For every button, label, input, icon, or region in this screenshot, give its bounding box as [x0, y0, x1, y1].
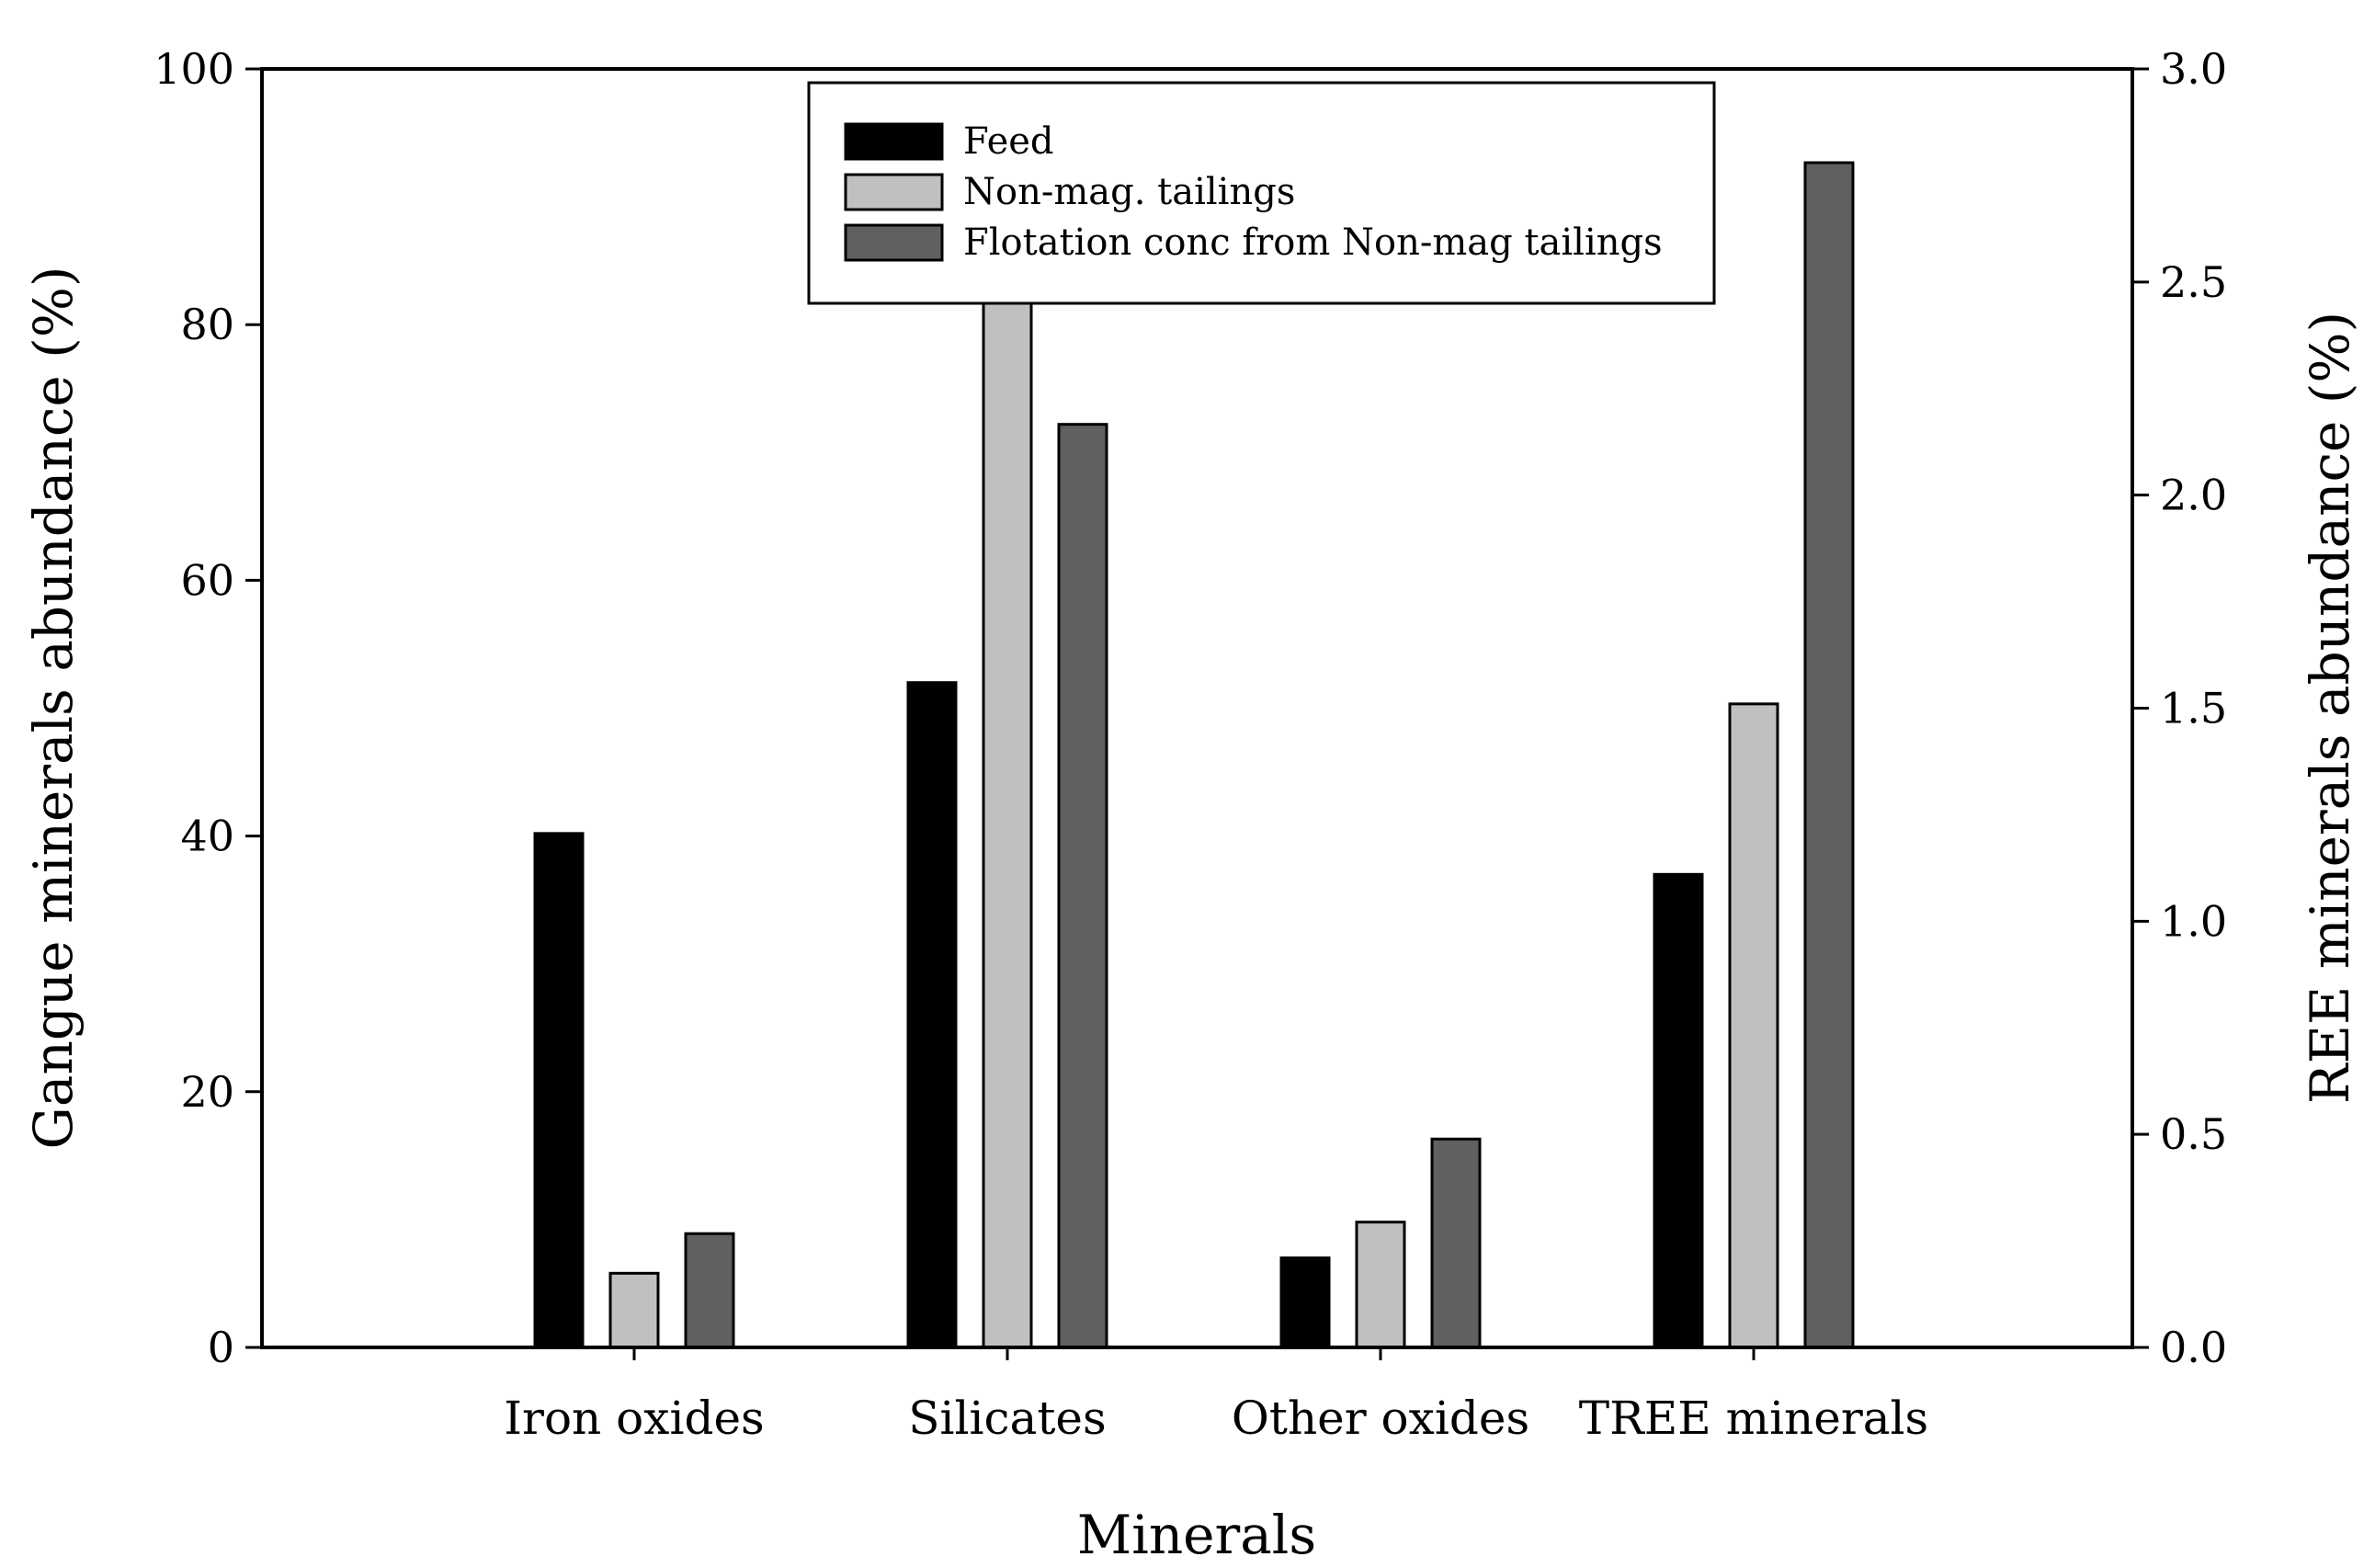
y2-tick-label: 2.0 [2160, 471, 2227, 520]
x-tick-label: TREE minerals [1579, 1392, 1928, 1445]
y-tick-label: 40 [180, 812, 234, 861]
y2-tick-label: 1.0 [2160, 896, 2227, 946]
y-tick-label: 60 [180, 555, 234, 605]
legend-label-series-3: Flotation conc from Non-mag tailings [963, 222, 1663, 264]
y2-axis-ticks: 0.0 0.5 1.0 1.5 2.0 2.5 3.0 [2132, 44, 2227, 1372]
y-tick-label: 20 [180, 1067, 234, 1117]
bar-iron-oxides-series-1 [533, 832, 585, 1349]
y2-tick-label: 0.0 [2160, 1323, 2227, 1372]
x-axis-title: Minerals [1077, 1504, 1316, 1566]
legend-swatch-series-2 [844, 173, 944, 211]
y2-axis-title: REE minerals abundance (%) [2299, 312, 2361, 1104]
bar-tree-minerals-series-3 [1803, 161, 1855, 1349]
bar-iron-oxides-series-3 [684, 1232, 735, 1349]
bar-silicates-series-2 [982, 214, 1033, 1349]
legend-label-series-1: Feed [963, 120, 1054, 163]
legend-swatch-series-3 [844, 223, 944, 262]
legend-swatch-series-1 [844, 122, 944, 161]
bar-silicates-series-3 [1057, 423, 1108, 1349]
bar-tree-minerals-series-2 [1728, 702, 1779, 1349]
bar-tree-minerals-series-1 [1653, 872, 1704, 1349]
legend-box [807, 81, 1716, 305]
bar-other-oxides-series-1 [1279, 1256, 1331, 1349]
y2-tick-label: 1.5 [2160, 684, 2227, 733]
x-tick-label: Iron oxides [504, 1392, 764, 1445]
y-axis-title: Gangue minerals abundance (%) [22, 267, 85, 1150]
x-tick-label: Silicates [908, 1392, 1106, 1445]
legend-label-series-2: Non-mag. tailings [963, 171, 1295, 213]
y-axis-ticks: 0 20 40 60 80 100 [153, 44, 262, 1372]
legend: Feed Non-mag. tailings Flotation conc from… [807, 81, 1716, 305]
bar-other-oxides-series-3 [1430, 1137, 1482, 1349]
y-tick-label: 100 [153, 44, 234, 94]
y-tick-label: 0 [208, 1323, 234, 1372]
y-tick-label: 80 [180, 300, 234, 349]
y2-tick-label: 3.0 [2160, 44, 2227, 94]
bars-group [533, 161, 1855, 1349]
bar-iron-oxides-series-2 [608, 1271, 660, 1349]
y2-tick-label: 2.5 [2160, 257, 2227, 307]
y2-tick-label: 0.5 [2160, 1109, 2227, 1159]
bar-silicates-series-1 [906, 681, 958, 1349]
x-axis-ticks: Iron oxides Silicates Other oxides TREE min… [504, 1347, 1928, 1445]
x-tick-label: Other oxides [1232, 1392, 1529, 1445]
bar-other-oxides-series-2 [1355, 1221, 1406, 1349]
